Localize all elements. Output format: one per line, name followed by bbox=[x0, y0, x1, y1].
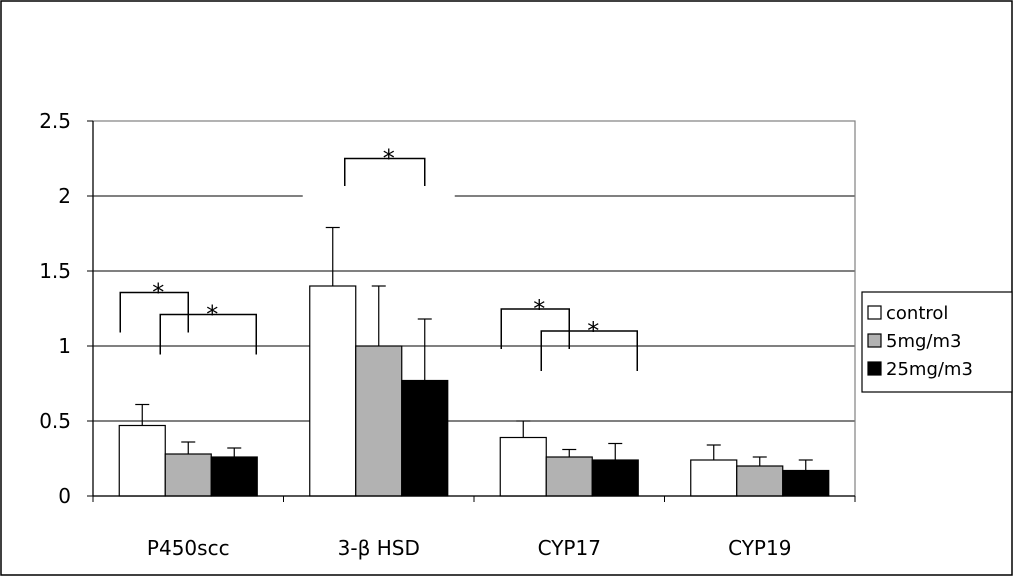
gridlines bbox=[93, 195, 855, 422]
bar bbox=[782, 469, 830, 497]
bar bbox=[309, 285, 357, 497]
bar bbox=[401, 379, 449, 497]
significance-bracket bbox=[119, 291, 189, 333]
bars bbox=[118, 226, 830, 497]
y-tick-label: 0.5 bbox=[39, 409, 71, 433]
significance-star: * bbox=[587, 317, 599, 345]
significance-bracket bbox=[344, 157, 426, 186]
bar bbox=[499, 436, 547, 497]
x-tick-label: 3-β HSD bbox=[338, 536, 420, 560]
y-tick-label: 1.5 bbox=[39, 259, 71, 283]
legend-swatch bbox=[867, 305, 882, 320]
significance-star: * bbox=[383, 145, 395, 173]
legend-label: control bbox=[886, 303, 948, 324]
legend-label: 5mg/m3 bbox=[886, 331, 961, 352]
legend-box bbox=[861, 291, 1013, 393]
y-tick-label: 1 bbox=[58, 334, 71, 358]
axes: 0 0.5 1 1.5 2 2.5 P450scc 3-β HSD CYP17 CYP19 bbox=[39, 109, 856, 560]
significance-bracket bbox=[159, 313, 257, 355]
bar bbox=[736, 465, 784, 497]
y-tick-label: 2.5 bbox=[39, 109, 71, 133]
x-tick-label: CYP17 bbox=[538, 536, 601, 560]
y-tick-label: 2 bbox=[58, 184, 71, 208]
legend: control 5mg/m3 25mg/m3 bbox=[861, 291, 1013, 393]
x-tick-label: P450scc bbox=[147, 536, 230, 560]
bar bbox=[591, 459, 639, 497]
bar bbox=[118, 424, 166, 497]
y-tick-label: 0 bbox=[58, 484, 71, 508]
legend-swatch bbox=[867, 361, 882, 376]
legend-swatch bbox=[867, 333, 882, 348]
bar bbox=[210, 456, 258, 497]
significance-star: * bbox=[206, 301, 218, 329]
bar bbox=[690, 459, 738, 497]
significance-bracket bbox=[500, 308, 570, 349]
gridline-clearing bbox=[302, 184, 455, 214]
x-tick-label: CYP19 bbox=[728, 536, 791, 560]
significance-star: * bbox=[533, 295, 545, 323]
legend-label: 25mg/m3 bbox=[886, 359, 973, 380]
bar bbox=[355, 345, 403, 497]
significance-bracket bbox=[540, 330, 638, 371]
significance-star: * bbox=[152, 279, 164, 307]
bar bbox=[164, 453, 212, 497]
bar bbox=[545, 456, 593, 497]
significance-brackets: * * * * * bbox=[119, 145, 638, 371]
